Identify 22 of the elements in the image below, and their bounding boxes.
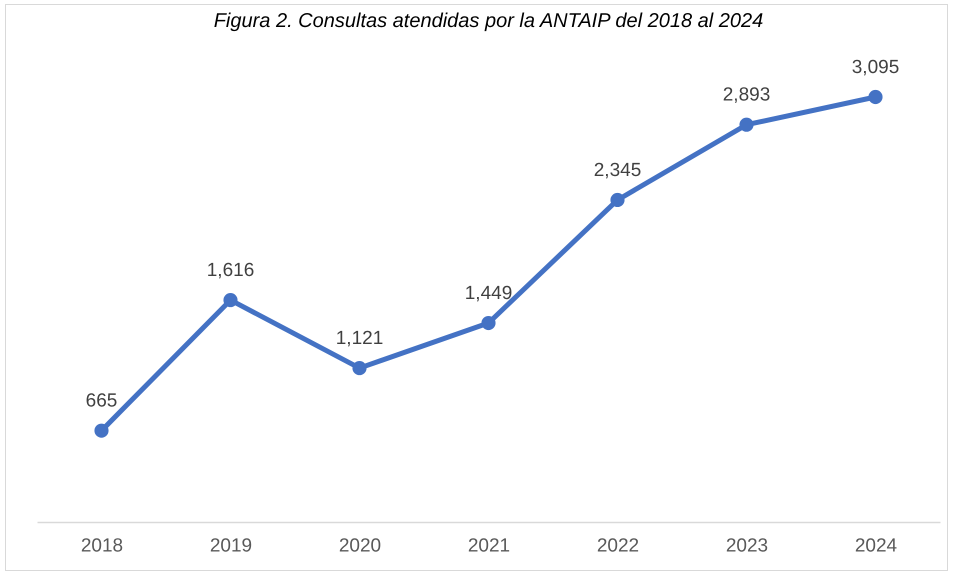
point <box>94 424 109 438</box>
point <box>868 90 883 104</box>
x-tick-label: 2024 <box>854 536 898 556</box>
x-tick-label: 2018 <box>80 536 124 556</box>
data-label: 665 <box>86 390 118 412</box>
data-label: 1,616 <box>206 260 254 282</box>
data-label: 1,121 <box>336 328 384 350</box>
point <box>223 293 238 308</box>
data-label: 2,893 <box>722 84 770 106</box>
data-label: 2,345 <box>594 160 642 181</box>
point <box>352 361 367 376</box>
x-tick-label: 2022 <box>596 536 640 556</box>
point <box>610 192 625 208</box>
chart-title: Figura 2. Consultas atendidas por la ANTAIP del 2018 al 2024 <box>214 10 764 32</box>
x-tick-label: 2023 <box>726 536 768 556</box>
point <box>481 316 496 330</box>
x-tick-label: 2019 <box>210 536 252 556</box>
data-label: 1,449 <box>464 283 512 304</box>
point <box>739 118 754 132</box>
data-label: 3,095 <box>852 57 900 78</box>
x-tick-label: 2021 <box>468 536 510 556</box>
x-tick-label: 2020 <box>338 536 382 556</box>
